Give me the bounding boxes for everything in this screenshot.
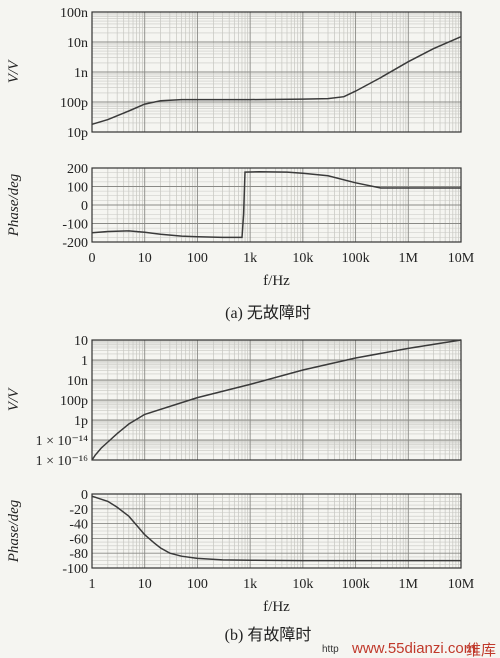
y-axis-label: Phase/deg [6, 499, 22, 563]
watermark-prefix: http [322, 644, 339, 655]
y-tick-label: -60 [69, 532, 88, 547]
y-tick-label: 1n [74, 66, 88, 81]
x-tick-label: 100 [187, 251, 208, 266]
y-tick-label: 1 × 10⁻¹⁶ [36, 454, 88, 469]
x-axis-label: f/Hz [263, 273, 290, 289]
series-line [91, 36, 462, 126]
chart-panel-3: 1 × 10⁻¹⁶ 1 × 10⁻¹⁴ 1p 100p 10n 1 10 V/V [6, 334, 462, 469]
x-tick-label: 10k [292, 577, 313, 592]
y-axis-label: V/V [6, 59, 22, 83]
plot-frame [91, 493, 462, 569]
y-tick-label: -20 [69, 503, 88, 518]
y-tick-label: 0 [81, 199, 88, 214]
y-tick-label: -100 [62, 218, 88, 233]
x-tick-label: 1M [399, 577, 419, 592]
x-tick-label: 1M [399, 251, 419, 266]
watermark-corner: 维库 [466, 642, 496, 658]
y-tick-label: 10n [67, 374, 88, 389]
x-axis-label: f/Hz [263, 599, 290, 615]
y-tick-label: 0 [81, 488, 88, 503]
y-tick-label: -40 [69, 518, 88, 533]
y-axis-label: Phase/deg [6, 173, 22, 237]
x-tick-label: 1k [243, 577, 257, 592]
y-tick-label: 1 × 10⁻¹⁴ [36, 434, 88, 449]
x-tick-label: 100 [187, 577, 208, 592]
x-tick-label: 1 [89, 577, 96, 592]
chart-panel-2: 0 10 100 1k 10k 100k 1M 10M -200 -100 0 100 200 Phase… [6, 162, 475, 289]
y-tick-label: -200 [62, 236, 88, 251]
y-tick-label: 100p [60, 96, 88, 111]
x-tick-label: 100k [342, 251, 370, 266]
chart-panel-4: 1 10 100 1k 10k 100k 1M 10M -100-80-60-40-200 Pha… [6, 488, 475, 615]
x-tick-label: 1k [243, 251, 257, 266]
x-tick-label: 10 [138, 577, 152, 592]
y-tick-label: 1p [74, 414, 88, 429]
y-tick-label: -80 [69, 547, 88, 562]
series-line [91, 170, 461, 239]
caption-b: (b) 有故障时 [225, 626, 312, 644]
y-tick-label: 10p [67, 126, 88, 141]
x-tick-label: 10M [448, 577, 475, 592]
watermark-site: www.55dianzi.com [351, 640, 476, 657]
y-tick-label: 100p [60, 394, 88, 409]
y-tick-label: 100n [60, 6, 88, 21]
series-line [91, 495, 461, 562]
x-tick-label: 100k [342, 577, 370, 592]
series-line [91, 339, 462, 461]
x-tick-label: 0 [89, 251, 96, 266]
plot-frame [91, 167, 462, 243]
x-tick-label: 10 [138, 251, 152, 266]
plot-frame [91, 339, 462, 461]
y-tick-label: 10 [74, 334, 88, 349]
plot-frame [91, 11, 462, 133]
y-tick-label: 10n [67, 36, 88, 51]
x-tick-label: 10k [292, 251, 313, 266]
y-tick-label: -100 [62, 562, 88, 577]
chart-panel-1: 10p 100p 1n 10n 100n V/V [6, 6, 462, 141]
y-tick-label: 1 [81, 354, 88, 369]
y-tick-label: 100 [67, 181, 88, 196]
caption-a: (a) 无故障时 [225, 304, 311, 322]
y-tick-label: 200 [67, 162, 88, 177]
x-tick-label: 10M [448, 251, 475, 266]
y-axis-label: V/V [6, 387, 22, 411]
